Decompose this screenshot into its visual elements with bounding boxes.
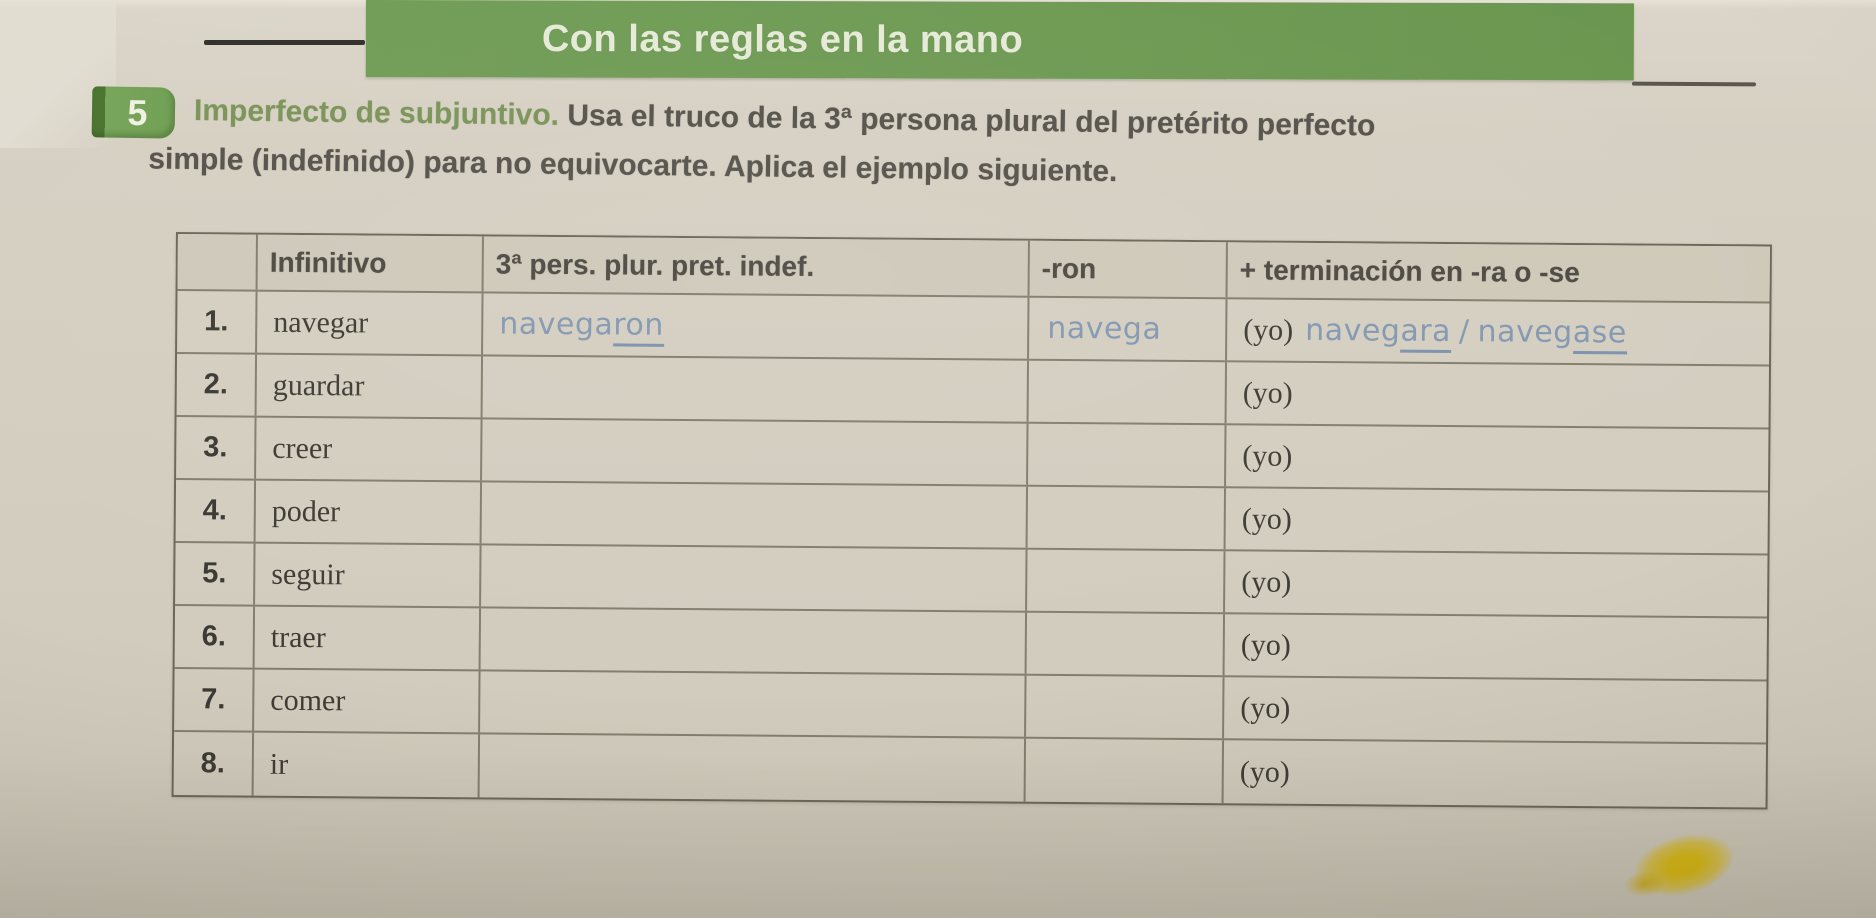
cell-preterite-blank	[481, 482, 1029, 548]
pronoun-label: (yo)	[1242, 375, 1293, 410]
cell-number: 7.	[174, 669, 255, 731]
instruction-line1-rest: Usa el truco de la 3ª persona plural del…	[567, 98, 1376, 143]
cell-infinitive: ir	[253, 732, 481, 798]
table-row: 8. ir (yo)	[173, 732, 1766, 808]
cell-stem-blank	[1025, 738, 1225, 804]
cell-preterite-blank	[482, 356, 1030, 422]
cell-number: 8.	[173, 732, 255, 796]
pronoun-label: (yo)	[1239, 754, 1290, 789]
cell-answer: (yo)	[1225, 614, 1767, 679]
header-cell-ending: + terminación en -ra o -se	[1239, 253, 1580, 288]
highlighter-mark	[1626, 823, 1742, 907]
pronoun-label: (yo)	[1240, 627, 1291, 662]
cell-number: 3.	[176, 417, 257, 479]
cell-number: 2.	[176, 354, 258, 416]
instruction-lead: Imperfecto de subjuntivo.	[193, 94, 560, 132]
example-stem-answer: navega	[1047, 310, 1162, 347]
cell-stem-blank	[1027, 486, 1227, 550]
cell-stem-blank	[1028, 360, 1228, 424]
exercise-instruction: Imperfecto de subjuntivo. Usa el truco d…	[0, 0, 1876, 242]
cell-answer: (yo)	[1224, 740, 1766, 807]
cell-number: 4.	[175, 480, 257, 542]
header-cell-preterite: 3ª pers. plur. pret. indef.	[483, 236, 1030, 296]
header-cell-blank	[177, 234, 258, 290]
cell-number: 5.	[175, 543, 256, 605]
pronoun-label: (yo)	[1242, 438, 1293, 473]
pronoun-label: (yo)	[1241, 564, 1292, 599]
example-preterite-ending: ron	[613, 307, 665, 347]
header-cell-ron: -ron	[1029, 240, 1228, 298]
example-ra-base: naveg	[1305, 312, 1401, 349]
cell-infinitive: traer	[254, 606, 482, 670]
cell-stem-blank	[1028, 423, 1227, 487]
cell-infinitive: seguir	[255, 543, 482, 607]
cell-answer: (yo)	[1224, 677, 1766, 742]
example-preterite-base: navega	[499, 306, 614, 343]
example-se-ending: ase	[1572, 314, 1627, 355]
answer-separator: /	[1458, 314, 1470, 350]
cell-infinitive: guardar	[256, 354, 484, 418]
cell-preterite-blank	[480, 608, 1028, 674]
cell-answer: (yo)	[1226, 488, 1768, 553]
cell-infinitive: creer	[256, 417, 483, 481]
cell-stem-blank	[1026, 612, 1226, 676]
cell-answer: (yo) navegara / navegase	[1227, 299, 1769, 364]
cell-preterite-blank	[480, 671, 1027, 737]
cell-stem-blank	[1026, 675, 1225, 739]
cell-answer: (yo)	[1226, 425, 1768, 490]
example-answer-se: navegase	[1477, 314, 1627, 355]
cell-answer: (yo)	[1225, 551, 1767, 616]
header-cell-infinitive: Infinitivo	[257, 234, 484, 292]
cell-preterite-blank	[481, 545, 1028, 611]
example-preterite-answer: navegaron	[499, 306, 665, 347]
example-se-base: naveg	[1477, 314, 1573, 350]
example-answer-ra: navegara	[1305, 312, 1452, 354]
conjugation-table: Infinitivo 3ª pers. plur. pret. indef. -…	[171, 232, 1772, 810]
example-ra-ending: ara	[1400, 313, 1452, 354]
cell-stem: navega	[1029, 297, 1228, 361]
cell-number: 6.	[174, 606, 256, 668]
pronoun-label: (yo)	[1241, 501, 1292, 536]
cell-infinitive: comer	[254, 669, 481, 733]
cell-preterite-blank	[479, 734, 1027, 802]
pronoun-label: (yo)	[1243, 312, 1294, 347]
instruction-line-2: simple (indefinido) para no equivocarte.…	[148, 142, 1118, 189]
cell-infinitive: poder	[255, 480, 483, 544]
cell-stem-blank	[1027, 549, 1226, 613]
header-rule-left	[204, 40, 365, 45]
cell-preterite: navegaron	[483, 293, 1030, 359]
pronoun-label: (yo)	[1240, 690, 1291, 725]
cell-preterite-blank	[482, 419, 1029, 485]
cell-number: 1.	[177, 291, 258, 353]
cell-answer: (yo)	[1227, 362, 1769, 427]
instruction-line-1: Imperfecto de subjuntivo. Usa el truco d…	[194, 94, 1376, 143]
cell-infinitive: navegar	[257, 291, 484, 355]
